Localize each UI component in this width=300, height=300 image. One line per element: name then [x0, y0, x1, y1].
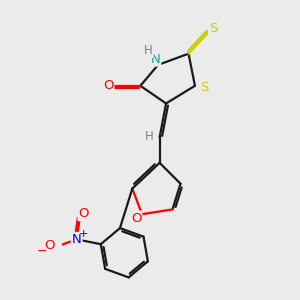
Text: S: S [209, 22, 218, 35]
Text: O: O [44, 239, 55, 252]
Text: H: H [144, 44, 153, 57]
Text: H: H [145, 130, 154, 143]
Text: N: N [72, 233, 82, 246]
Text: N: N [151, 52, 160, 66]
Text: O: O [131, 212, 141, 225]
Text: O: O [103, 79, 113, 92]
Text: O: O [79, 207, 89, 220]
Text: −: − [37, 245, 47, 258]
Text: S: S [200, 81, 208, 94]
Text: +: + [78, 229, 88, 238]
